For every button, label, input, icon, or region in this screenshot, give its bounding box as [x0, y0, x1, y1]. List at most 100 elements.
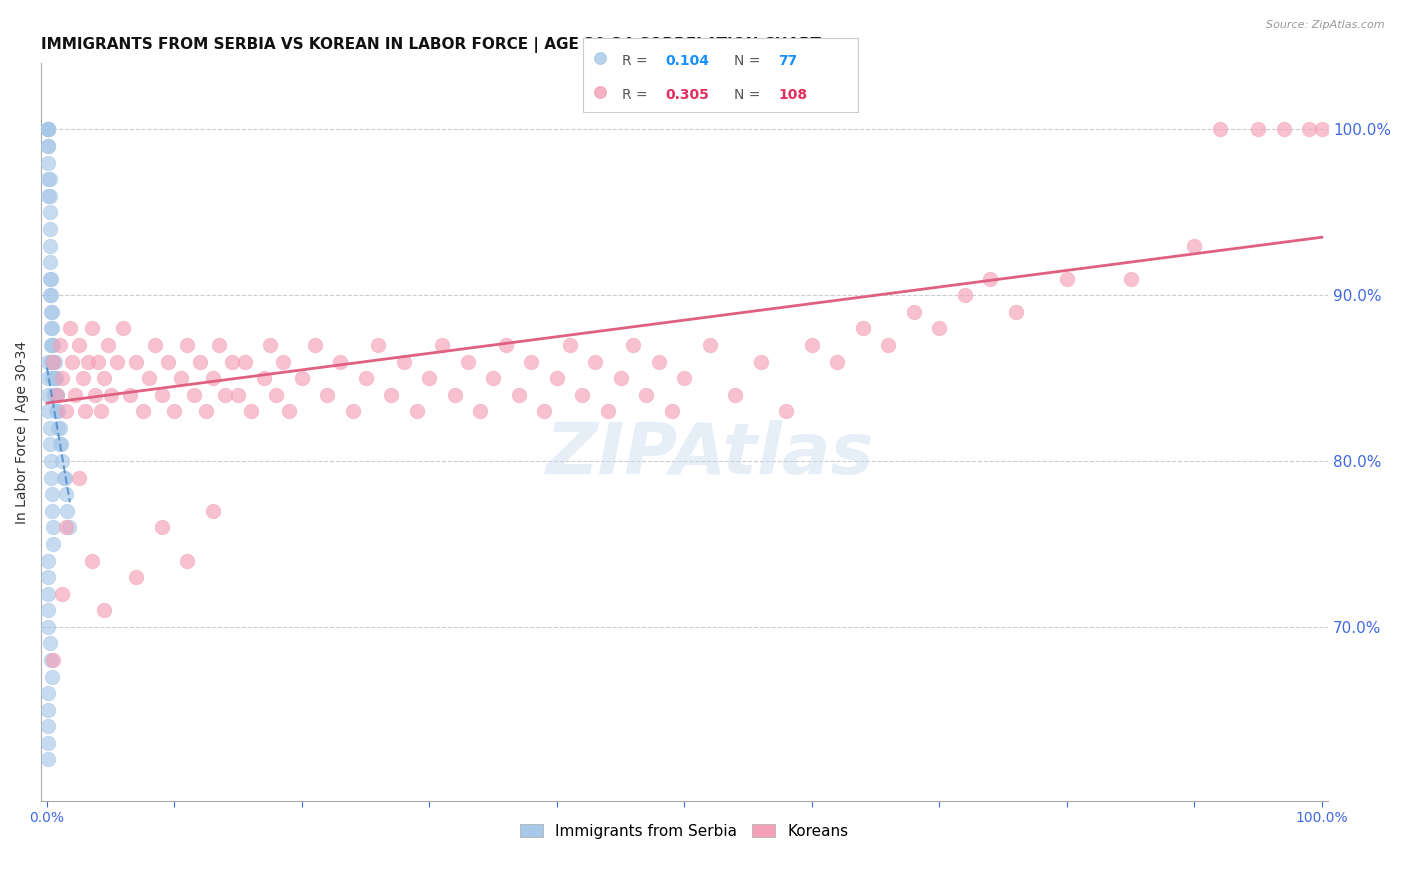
Point	[163, 404, 186, 418]
Point	[37, 371, 59, 385]
Text: R =: R =	[621, 54, 652, 69]
Point	[354, 371, 377, 385]
Point	[62, 354, 84, 368]
Point	[183, 388, 205, 402]
Point	[56, 504, 79, 518]
Point	[37, 122, 59, 136]
Point	[59, 321, 82, 335]
Point	[42, 371, 65, 385]
Point	[37, 553, 59, 567]
Point	[214, 388, 236, 402]
Point	[118, 388, 141, 402]
Point	[482, 371, 505, 385]
Point	[1182, 238, 1205, 252]
Point	[233, 354, 256, 368]
Point	[271, 354, 294, 368]
Point	[176, 553, 198, 567]
Point	[55, 404, 77, 418]
Point	[37, 686, 59, 700]
Point	[42, 520, 65, 534]
Point	[342, 404, 364, 418]
Point	[37, 139, 59, 153]
Point	[67, 470, 90, 484]
Point	[89, 404, 111, 418]
Point	[49, 437, 72, 451]
Point	[42, 354, 65, 368]
Point	[51, 587, 73, 601]
Point	[1310, 122, 1333, 136]
Point	[1298, 122, 1320, 136]
Point	[37, 189, 59, 203]
Point	[533, 404, 555, 418]
Point	[39, 454, 62, 468]
Point	[195, 404, 218, 418]
Point	[1056, 271, 1078, 285]
Point	[208, 338, 231, 352]
Point	[201, 371, 224, 385]
Y-axis label: In Labor Force | Age 30-34: In Labor Force | Age 30-34	[15, 341, 30, 524]
Point	[37, 122, 59, 136]
Point	[239, 404, 262, 418]
Point	[48, 338, 70, 352]
Point	[80, 321, 103, 335]
Point	[42, 537, 65, 551]
Point	[80, 553, 103, 567]
Point	[38, 288, 60, 302]
Point	[903, 305, 925, 319]
Point	[37, 122, 59, 136]
Point	[571, 388, 593, 402]
Point	[138, 371, 160, 385]
Point	[1004, 305, 1026, 319]
Text: 0.305: 0.305	[666, 88, 710, 102]
Point	[673, 371, 696, 385]
Point	[46, 388, 69, 402]
Point	[131, 404, 153, 418]
Point	[72, 371, 94, 385]
Point	[44, 388, 66, 402]
Point	[67, 338, 90, 352]
Point	[39, 305, 62, 319]
Point	[42, 338, 65, 352]
Point	[76, 354, 98, 368]
Point	[42, 388, 65, 402]
Point	[41, 371, 63, 385]
Point	[39, 470, 62, 484]
Point	[37, 736, 59, 750]
Point	[39, 288, 62, 302]
Point	[38, 271, 60, 285]
Point	[37, 752, 59, 766]
Point	[827, 354, 849, 368]
Point	[457, 354, 479, 368]
Point	[39, 653, 62, 667]
Point	[329, 354, 352, 368]
Point	[38, 255, 60, 269]
Point	[93, 371, 115, 385]
Point	[87, 354, 110, 368]
Point	[583, 354, 606, 368]
Point	[44, 354, 66, 368]
Point	[38, 238, 60, 252]
Point	[63, 388, 86, 402]
Point	[52, 470, 75, 484]
Point	[1119, 271, 1142, 285]
Point	[589, 85, 612, 99]
Point	[176, 338, 198, 352]
Point	[44, 371, 66, 385]
Point	[75, 404, 97, 418]
Point	[253, 371, 276, 385]
Point	[37, 404, 59, 418]
Point	[380, 388, 402, 402]
Point	[800, 338, 823, 352]
Point	[42, 653, 65, 667]
Point	[150, 520, 173, 534]
Point	[46, 404, 69, 418]
Point	[1209, 122, 1232, 136]
Point	[41, 487, 63, 501]
Point	[38, 636, 60, 650]
Point	[37, 172, 59, 186]
Point	[37, 354, 59, 368]
Point	[444, 388, 467, 402]
Point	[520, 354, 543, 368]
Point	[157, 354, 180, 368]
Point	[112, 321, 135, 335]
